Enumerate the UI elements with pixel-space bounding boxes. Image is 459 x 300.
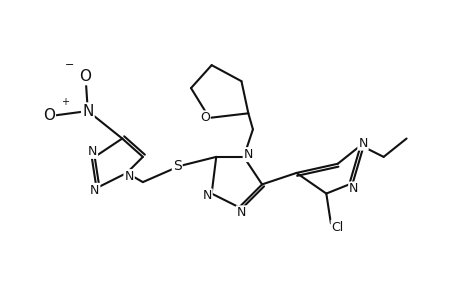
Text: O: O (79, 69, 91, 84)
Text: N: N (358, 136, 367, 150)
Text: N: N (236, 206, 246, 219)
Text: N: N (88, 145, 97, 158)
Text: N: N (82, 103, 93, 118)
Text: O: O (43, 108, 55, 123)
Text: N: N (348, 182, 358, 196)
Text: Cl: Cl (331, 220, 343, 233)
Text: O: O (199, 111, 209, 124)
Text: S: S (173, 159, 181, 173)
Text: N: N (243, 148, 252, 161)
Text: N: N (124, 170, 134, 183)
Text: +: + (61, 97, 69, 107)
Text: N: N (202, 189, 211, 203)
Text: −: − (65, 60, 74, 70)
Text: N: N (90, 184, 99, 197)
